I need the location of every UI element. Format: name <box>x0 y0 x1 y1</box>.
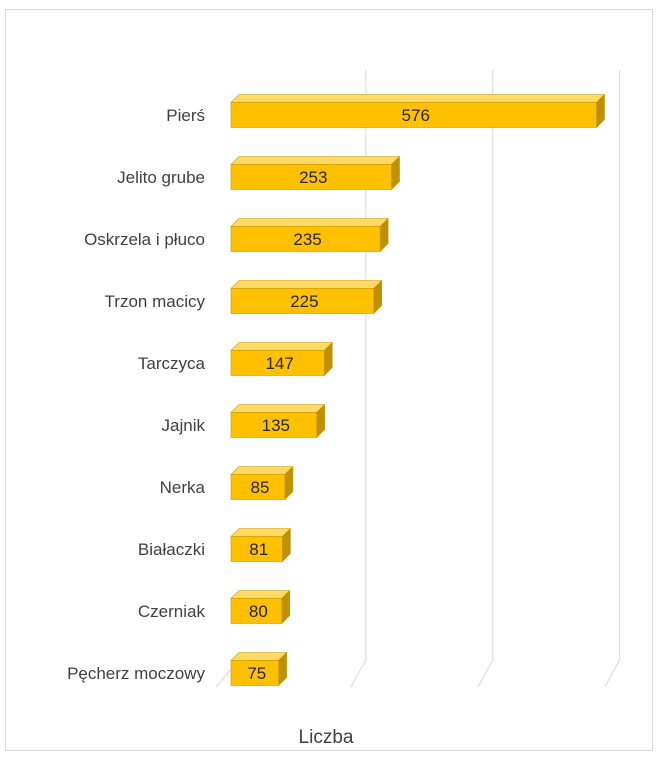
data-label: 75 <box>247 664 266 683</box>
bar-4 <box>230 341 333 377</box>
bar-top-face <box>230 218 389 227</box>
bar-top-face <box>230 342 333 351</box>
category-label: Nerka <box>160 478 206 497</box>
x-axis-title: Liczba <box>299 727 354 748</box>
category-label: Oskrzela i płuco <box>84 230 205 249</box>
gridline-400 <box>477 70 494 688</box>
bar-top-face <box>230 94 606 103</box>
bars <box>230 93 606 687</box>
data-label: 135 <box>262 416 290 435</box>
bar-top-face <box>230 404 326 413</box>
bar-8 <box>230 589 291 625</box>
data-label: 147 <box>265 354 293 373</box>
bar-front-face <box>230 350 325 376</box>
value-labels: 576 253 235 225 147 135 85 81 80 75 <box>247 106 430 683</box>
data-label: 81 <box>249 540 268 559</box>
bar-2 <box>230 217 389 253</box>
bar-7 <box>230 527 292 563</box>
category-label: Pęcherz moczowy <box>67 664 205 683</box>
bar-3 <box>230 279 383 315</box>
category-label: Czerniak <box>138 602 206 621</box>
data-label: 225 <box>290 292 318 311</box>
bar-front-face <box>230 288 375 314</box>
bar-top-face <box>230 528 292 537</box>
data-label: 80 <box>249 602 268 621</box>
bar-1 <box>230 155 401 191</box>
bar-front-face <box>230 660 279 686</box>
data-label: 576 <box>402 106 430 125</box>
bar-5 <box>230 403 326 439</box>
bar-top-face <box>230 590 291 599</box>
data-label: 253 <box>299 168 327 187</box>
bar-front-face <box>230 536 283 562</box>
data-label: 85 <box>251 478 270 497</box>
category-labels: Pierś Jelito grube Oskrzela i płuco Trzon m… <box>67 106 205 683</box>
bar-0 <box>230 93 606 129</box>
bar-front-face <box>230 474 286 500</box>
bar-top-face <box>230 652 288 661</box>
bar-top-face <box>230 466 294 475</box>
data-label: 235 <box>293 230 321 249</box>
bar-top-face <box>230 156 401 165</box>
bar-6 <box>230 465 294 501</box>
bar-front-face <box>230 102 597 128</box>
category-label: Jajnik <box>162 416 206 435</box>
chart-frame <box>5 9 653 751</box>
bar-front-face <box>230 226 381 252</box>
category-label: Jelito grube <box>117 168 205 187</box>
gridlines <box>215 70 621 688</box>
category-label: Tarczyca <box>138 354 206 373</box>
bar-front-face <box>230 164 392 190</box>
bar-top-face <box>230 280 383 289</box>
bar-front-face <box>230 598 283 624</box>
bar-front-face <box>230 412 317 438</box>
category-label: Pierś <box>166 106 205 125</box>
gridline-600 <box>604 70 621 688</box>
category-label: Trzon macicy <box>105 292 206 311</box>
gridline-200 <box>350 70 367 688</box>
category-label: Białaczki <box>138 540 205 559</box>
bar-9 <box>230 651 288 687</box>
